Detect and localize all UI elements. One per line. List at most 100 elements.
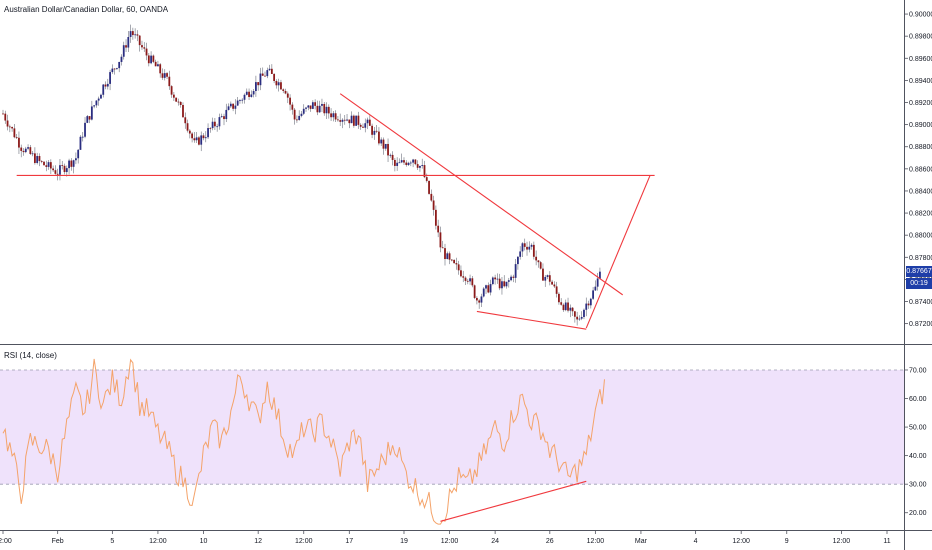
candle-body: [75, 158, 77, 161]
candle-body: [216, 126, 219, 128]
candle-body: [352, 115, 355, 126]
candle-body: [63, 165, 66, 173]
price-tick-label: 0.87400: [909, 299, 932, 306]
candle-body: [569, 307, 572, 311]
candle-body: [423, 165, 426, 178]
candle-body: [466, 280, 469, 282]
last-price-label: 0.87667: [906, 266, 932, 278]
time-tick-label: 17: [345, 538, 353, 545]
candle-body: [245, 91, 248, 95]
price-tick-label: 0.88000: [909, 233, 932, 240]
candle-body: [337, 119, 339, 121]
time-tick-label: 24: [491, 538, 499, 545]
candle-body: [387, 143, 389, 156]
candle-body: [136, 34, 139, 36]
candle-body: [510, 276, 512, 281]
candle-body: [125, 45, 127, 48]
chart-title: Australian Dollar/Canadian Dollar, 60, O…: [4, 5, 169, 14]
wedge-lower-line: [476, 310, 587, 330]
candle-body: [93, 105, 96, 107]
price-tick-label: 0.88600: [909, 166, 932, 173]
candle-body: [309, 105, 312, 109]
price-tick-label: 0.89000: [909, 122, 932, 129]
candle-body: [159, 64, 162, 74]
candle-body: [307, 105, 310, 108]
candle-body: [475, 297, 478, 301]
candle-body: [141, 45, 143, 48]
price-tick-label: 0.87800: [909, 255, 932, 262]
rsi-tick-label: 60.00: [909, 396, 927, 403]
candle-body: [583, 309, 585, 317]
time-tick-label: 12:00: [732, 538, 750, 545]
candle-body: [555, 286, 558, 294]
candle-body: [357, 115, 360, 125]
candle-body: [403, 160, 405, 163]
candle-body: [526, 246, 528, 250]
candle-body: [6, 120, 9, 127]
rsi-line: [2, 358, 605, 525]
candle-body: [90, 106, 93, 120]
candle-body: [596, 278, 599, 287]
candle-body: [355, 115, 358, 126]
candle-body: [323, 103, 326, 114]
candle-body: [551, 281, 553, 285]
candle-body: [576, 316, 579, 320]
candle-body: [542, 268, 544, 281]
main-pane-background: [0, 0, 904, 344]
candle-body: [375, 130, 378, 132]
candle-body: [11, 126, 14, 129]
candle-body: [8, 126, 11, 128]
candle-body: [434, 209, 437, 226]
candle-body: [129, 31, 132, 38]
candle-body: [211, 121, 214, 129]
candle-body: [218, 117, 221, 127]
candle-body: [193, 138, 196, 141]
candle-body: [54, 170, 57, 174]
candle-body: [300, 113, 303, 116]
candle-body: [594, 286, 597, 291]
candle-body: [97, 98, 100, 101]
time-tick-label: 26: [546, 538, 554, 545]
candle-body: [179, 101, 182, 105]
candle-body: [523, 243, 526, 247]
candle-body: [234, 105, 237, 109]
candle-body: [578, 318, 581, 320]
rsi-tick-label: 30.00: [909, 482, 927, 489]
candle-body: [419, 165, 421, 168]
candle-body: [439, 232, 442, 248]
candle-body: [52, 168, 55, 171]
rsi-tick-label: 40.00: [909, 453, 927, 460]
candle-body: [314, 102, 317, 106]
candle-body: [257, 82, 260, 86]
candle-body: [530, 244, 533, 247]
candle-body: [70, 160, 73, 167]
price-axis: 0.90000 0.89800 0.89600 0.89400 0.89200 0.890…: [904, 12, 932, 328]
candles-group: [2, 24, 601, 326]
candle-body: [414, 159, 417, 165]
candle-body: [460, 270, 462, 277]
candle-body: [343, 119, 346, 121]
candle-body: [134, 34, 137, 36]
candle-body: [448, 253, 451, 260]
time-axis: 12:00 Feb 5 12:00 10 12 12:00 17 19 12:00 24 26 12:0…: [0, 530, 891, 545]
candle-body: [405, 162, 408, 165]
candle-body: [202, 135, 205, 139]
rsi-tick-label: 70.00: [909, 367, 927, 374]
candle-body: [400, 160, 403, 163]
candle-body: [22, 150, 25, 153]
candle-body: [204, 137, 207, 139]
candle-body: [359, 124, 362, 127]
candle-body: [104, 84, 107, 87]
candle-body: [571, 307, 574, 312]
drawings-group: [16, 93, 655, 330]
candle-body: [241, 99, 244, 101]
candle-body: [113, 68, 116, 70]
candle-body: [275, 80, 278, 86]
candle-body: [154, 61, 157, 67]
candle-body: [77, 149, 80, 159]
candle-body: [444, 248, 446, 259]
candle-body: [425, 177, 428, 181]
candle-body: [59, 165, 61, 175]
candle-body: [166, 73, 168, 77]
candle-body: [131, 31, 134, 36]
